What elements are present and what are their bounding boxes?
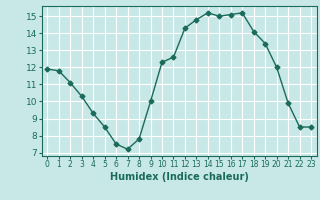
X-axis label: Humidex (Indice chaleur): Humidex (Indice chaleur) <box>110 172 249 182</box>
